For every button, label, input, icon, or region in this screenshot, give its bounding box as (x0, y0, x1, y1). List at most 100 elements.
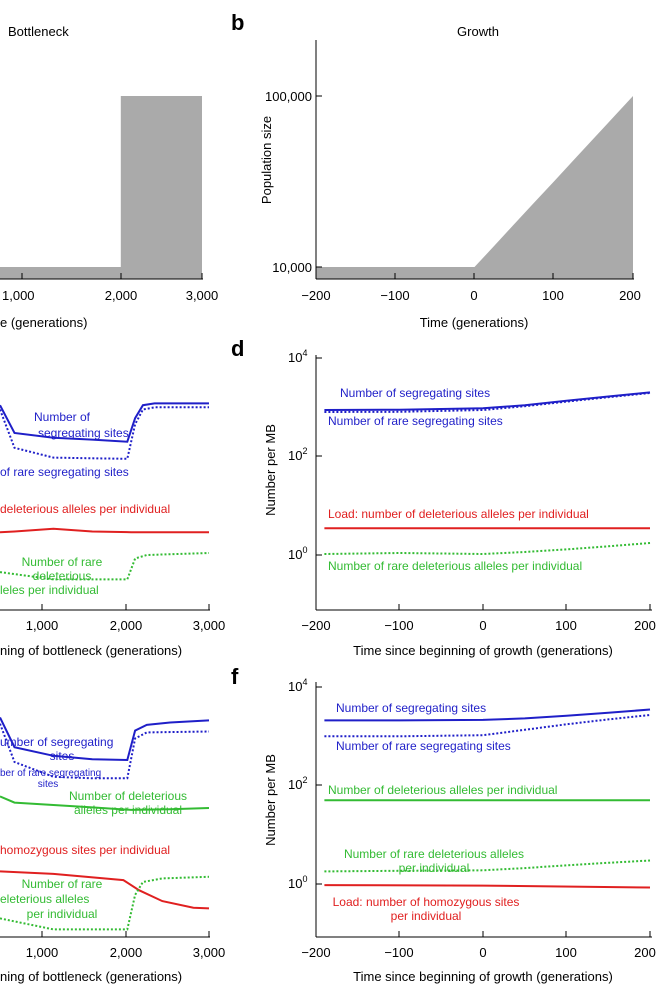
panel-d-marks (324, 391, 651, 556)
panel-a-xlabel: e (generations) (0, 315, 87, 330)
population-size-area (0, 96, 202, 279)
panel-b-ytick-label: 10,000 (272, 260, 312, 275)
panel-c-ann-rdel: Number of rare (22, 555, 103, 569)
panel-c-marks (0, 402, 210, 581)
panel-e-ann-seg: sites (50, 749, 75, 763)
panel-f-ann-load: per individual (391, 909, 462, 923)
panel-d-xtick-label: −200 (301, 618, 330, 633)
panel-c-xtick-label: 2,000 (110, 618, 143, 633)
panel-a: Bottleneck 1,000 2,000 3,000 e (generati… (0, 24, 218, 330)
panel-f-ann-rdel: Number of rare deleterious alleles (344, 847, 524, 861)
panel-f-xlabel: Time since beginning of growth (generati… (353, 969, 613, 984)
panel-c-xtick-label: 1,000 (26, 618, 59, 633)
panel-e-ann-del: Number of deleterious (69, 789, 187, 803)
panel-b-xtick-label: 0 (470, 288, 477, 303)
series-line-number-of-rare-deleterious-alleles-per-individual (0, 552, 210, 581)
panel-d-ytick-label: 104 (288, 348, 307, 365)
panel-f-ann-rare-seg: Number of rare segregating sites (336, 739, 511, 753)
series-line-load-number-of-homozygous-sites-per-individual (324, 884, 651, 889)
panel-b-xtick-label: −100 (380, 288, 409, 303)
panel-d-xtick-label: 100 (555, 618, 577, 633)
series-line-number-of-segregating-sites (0, 717, 210, 762)
panel-f-ann-rdel: per individual (399, 861, 470, 875)
panel-f-xtick-label: 0 (479, 945, 486, 960)
series-line-number-of-rare-deleterious-alleles-per-individual (324, 542, 651, 556)
panel-a-tick-label: 1,000 (2, 288, 35, 303)
panel-d-xtick-label: 0 (479, 618, 486, 633)
panel-b-ytick-label: 100,000 (265, 89, 312, 104)
panel-b-xtick-label: 200 (619, 288, 641, 303)
panel-f-ytick-label: 102 (288, 775, 307, 792)
panel-b-title: Growth (457, 24, 499, 39)
series-line-number-of-segregating-sites (0, 402, 209, 443)
panel-e-ann-hom: homozygous sites per individual (0, 843, 170, 857)
panel-e-ann-rare-seg: sites (38, 779, 59, 790)
panel-b-ylabel: Population size (259, 116, 274, 204)
panel-c-ann-rdel: deleterious (33, 569, 92, 583)
panel-e-marks (0, 717, 210, 931)
panel-f-xtick-label: −100 (384, 945, 413, 960)
panel-c-ann-rdel: leles per individual (0, 583, 99, 597)
panel-c-ann-seg: segregating sites (38, 426, 129, 440)
panel-f-ann-seg: Number of segregating sites (336, 701, 486, 715)
panel-c-ann-rare-seg: of rare segregating sites (0, 465, 129, 479)
panel-f-ann-load: Load: number of homozygous sites (333, 895, 520, 909)
panel-f-ytick-label: 104 (288, 677, 307, 694)
panel-f-xtick-label: −200 (301, 945, 330, 960)
series-line-number-of-rare-segregating-sites (324, 392, 651, 413)
panel-b: b Growth 100,000 10,000 −200 −100 0 100 … (231, 10, 641, 330)
panel-d-xtick-label: 200 (634, 618, 656, 633)
panel-d-ann-rdel: Number of rare deleterious alleles per i… (328, 559, 582, 573)
panel-d-xtick-label: −100 (384, 618, 413, 633)
series-line-load-number-of-deleterious-alleles-per-individual (0, 527, 209, 534)
panel-e-ann-del: alleles per individual (74, 803, 182, 817)
panel-b-marks (316, 96, 633, 279)
series-line-number-of-deleterious-alleles-per-individual (0, 795, 210, 811)
panel-e-xtick-label: 2,000 (110, 945, 143, 960)
panel-d-ytick-label: 100 (288, 545, 307, 562)
panel-a-tick-label: 2,000 (105, 288, 138, 303)
panel-f-ytick-label: 100 (288, 874, 307, 891)
panel-a-title: Bottleneck (8, 24, 69, 39)
panel-f-xtick-label: 200 (634, 945, 656, 960)
panel-e-ann-rdel: per individual (27, 907, 98, 921)
panel-c: 1,000 2,000 3,000 ning of bottleneck (ge… (0, 402, 226, 658)
panel-d-letter: d (231, 336, 244, 361)
panel-e-xtick-label: 1,000 (26, 945, 59, 960)
series-line-number-of-rare-segregating-sites (0, 723, 210, 780)
panel-d-ann-rare-seg: Number of rare segregating sites (328, 414, 503, 428)
series-line-number-of-rare-segregating-sites (324, 714, 651, 738)
population-size-area (316, 96, 633, 279)
panel-b-xtick-label: −200 (301, 288, 330, 303)
panel-d-xlabel: Time since beginning of growth (generati… (353, 643, 613, 658)
panel-b-letter: b (231, 10, 244, 35)
panel-e-xtick-label: 3,000 (193, 945, 226, 960)
panel-d-ann-load: Load: number of deleterious alleles per … (328, 507, 589, 521)
panel-e-xlabel: ning of bottleneck (generations) (0, 969, 182, 984)
panel-b-xlabel: Time (generations) (420, 315, 529, 330)
panel-c-xlabel: ning of bottleneck (generations) (0, 643, 182, 658)
panel-e: 1,000 2,000 3,000 ning of bottleneck (ge… (0, 717, 226, 984)
panel-f-letter: f (231, 664, 239, 689)
panel-d: d 104 102 100 −200 −100 0 100 200 Time s… (231, 336, 656, 658)
panel-c-ann-seg: Number of (34, 410, 91, 424)
panel-d-ylabel: Number per MB (263, 424, 278, 516)
panel-d-ann-seg: Number of segregating sites (340, 386, 490, 400)
panel-c-xtick-label: 3,000 (193, 618, 226, 633)
panel-d-ytick-label: 102 (288, 446, 307, 463)
panel-f-xtick-label: 100 (555, 945, 577, 960)
panel-b-xtick-label: 100 (542, 288, 564, 303)
panel-f-marks (324, 708, 651, 889)
panel-e-ann-seg: umber of segregating (0, 735, 113, 749)
panel-f-ylabel: Number per MB (263, 754, 278, 846)
panel-e-ann-rdel: Number of rare (22, 877, 103, 891)
series-line-number-of-segregating-sites (324, 708, 651, 722)
series-line-number-of-rare-deleterious-alleles-per-individual (324, 859, 651, 873)
panel-a-tick-label: 3,000 (186, 288, 219, 303)
panel-c-ann-load: deleterious alleles per individual (0, 502, 170, 516)
panel-e-ann-rdel: eleterious alleles (0, 892, 89, 906)
panel-f: f 104 102 100 −200 −100 0 100 200 Time s… (231, 664, 656, 984)
panel-f-ann-del: Number of deleterious alleles per indivi… (328, 783, 557, 797)
panel-a-marks (0, 96, 202, 279)
